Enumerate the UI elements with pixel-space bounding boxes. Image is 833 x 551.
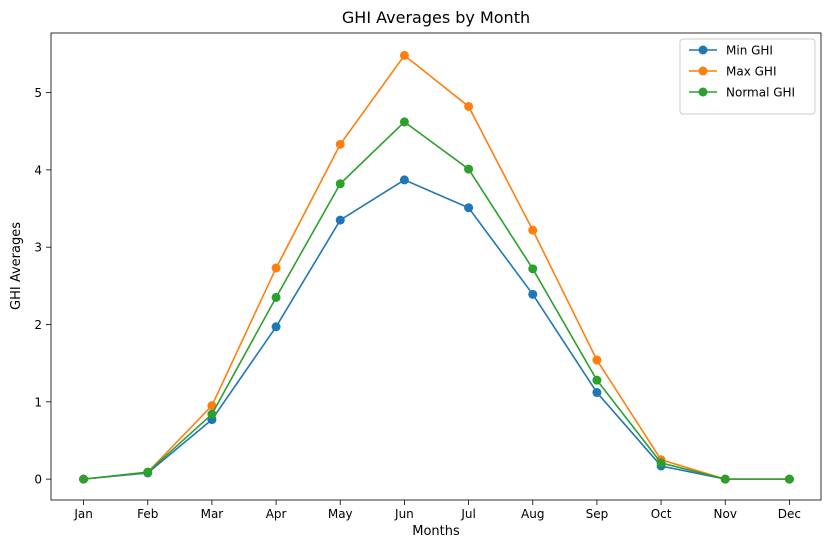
y-tick-label: 3	[34, 241, 42, 255]
x-tick-label: Jan	[73, 507, 93, 521]
x-tick-label: May	[328, 507, 353, 521]
x-tick-label: Dec	[778, 507, 801, 521]
series-layer	[79, 50, 794, 484]
data-point	[207, 409, 217, 419]
legend-item: Min GHI	[689, 44, 773, 58]
y-axis: 0 1 2 3 4 5	[34, 86, 51, 487]
y-tick-label: 5	[34, 86, 42, 100]
data-point	[464, 164, 474, 174]
data-point	[656, 458, 666, 468]
data-point	[592, 375, 602, 385]
series-normal-ghi	[79, 117, 794, 484]
legend-label: Min GHI	[726, 44, 773, 58]
data-point	[399, 117, 409, 127]
data-point	[528, 264, 538, 274]
data-point	[399, 175, 409, 185]
x-axis: Jan Feb Mar Apr May Jun Jul Aug Sep Oct Nov Dec	[73, 500, 801, 521]
legend: Min GHI Max GHI Normal GHI	[679, 38, 816, 115]
data-point	[79, 474, 89, 484]
data-point	[592, 355, 602, 365]
data-point	[335, 179, 345, 189]
data-point	[271, 263, 281, 273]
data-point	[464, 101, 474, 111]
data-point	[143, 467, 153, 477]
legend-marker	[698, 45, 708, 55]
data-point	[399, 50, 409, 60]
legend-label: Max GHI	[726, 65, 776, 79]
data-point	[271, 322, 281, 332]
x-tick-label: Aug	[521, 507, 544, 521]
data-point	[335, 215, 345, 225]
x-tick-label: Mar	[201, 507, 224, 521]
y-axis-label: GHI Averages	[9, 222, 24, 310]
legend-box	[679, 38, 816, 115]
data-point	[528, 225, 538, 235]
data-point	[528, 289, 538, 299]
x-tick-label: Oct	[651, 507, 672, 521]
data-point	[335, 139, 345, 149]
x-tick-label: Sep	[586, 507, 609, 521]
y-tick-label: 1	[34, 395, 42, 409]
legend-marker	[698, 66, 708, 76]
data-point	[207, 401, 217, 411]
x-tick-label: Apr	[266, 507, 287, 521]
data-point	[592, 388, 602, 398]
x-tick-label: Jul	[460, 507, 475, 521]
series-line	[83, 120, 790, 480]
data-point	[784, 474, 794, 484]
series-line	[83, 54, 790, 480]
x-tick-label: Jun	[394, 507, 414, 521]
legend-item: Normal GHI	[689, 86, 795, 100]
data-point	[271, 292, 281, 302]
x-tick-label: Nov	[714, 507, 737, 521]
legend-item: Max GHI	[689, 65, 776, 79]
y-tick-label: 0	[34, 473, 42, 487]
data-point	[464, 203, 474, 213]
legend-label: Normal GHI	[726, 86, 795, 100]
y-tick-label: 2	[34, 318, 42, 332]
legend-marker	[698, 87, 708, 97]
chart-title: GHI Averages by Month	[342, 8, 530, 27]
x-axis-label: Months	[412, 524, 460, 539]
y-tick-label: 4	[34, 163, 42, 177]
data-point	[720, 474, 730, 484]
series-line	[83, 179, 790, 480]
x-tick-label: Feb	[137, 507, 158, 521]
